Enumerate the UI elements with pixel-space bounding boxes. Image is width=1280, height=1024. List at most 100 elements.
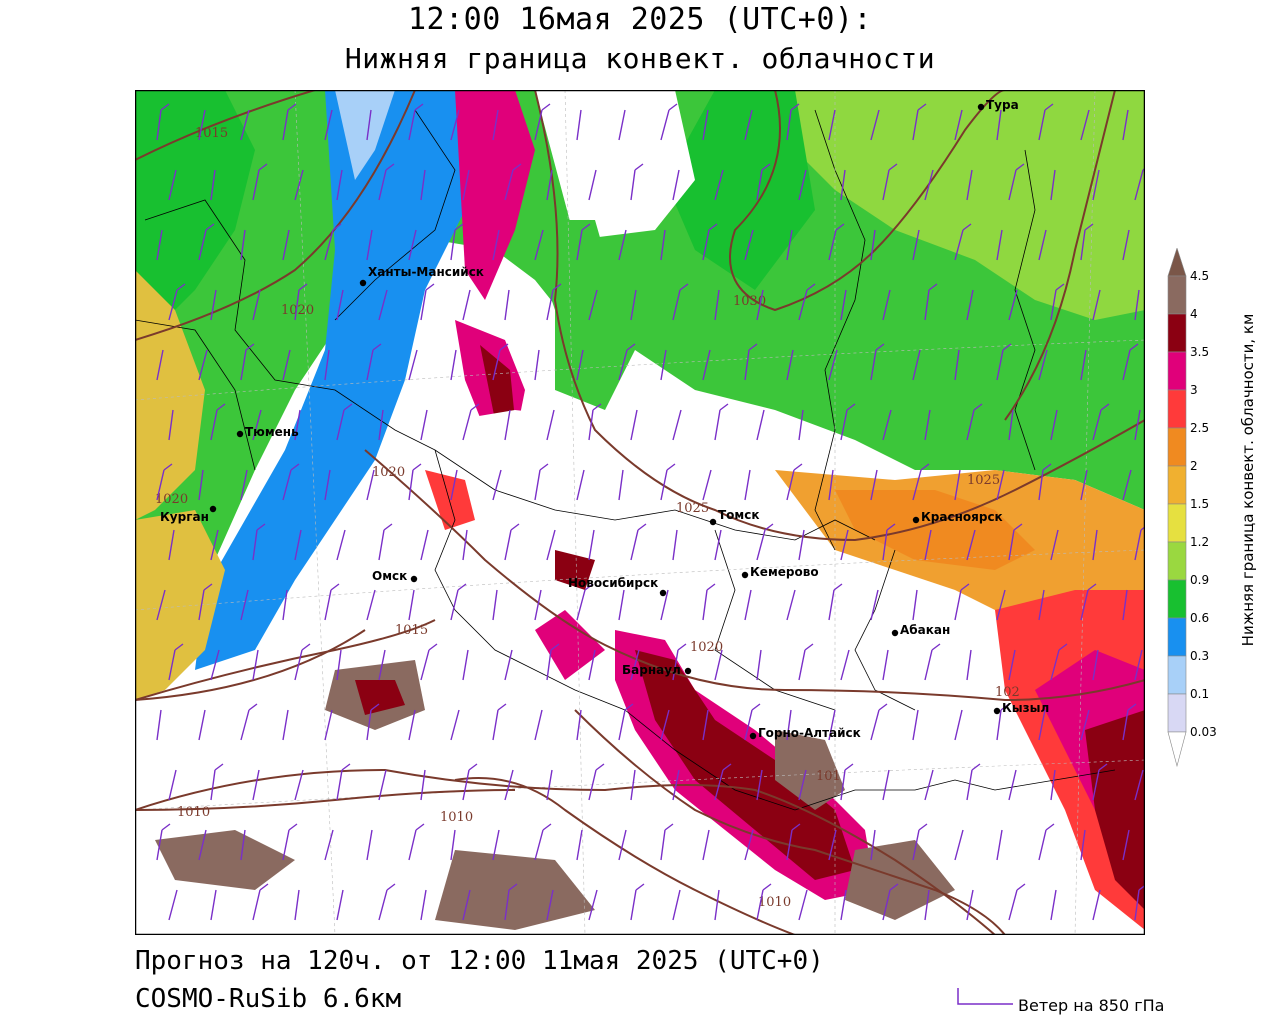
wind-barb <box>828 349 838 381</box>
wind-barb <box>660 823 674 861</box>
svg-text:Ханты-Мансийск: Ханты-Мансийск <box>368 265 484 279</box>
wind-barb <box>672 409 682 441</box>
wind-barb <box>996 829 1003 861</box>
legend-swatch <box>1167 503 1187 543</box>
legend-label: 1.5 <box>1190 497 1209 511</box>
color-legend: 4.5 4 3.5 3 2.5 2 1.5 1.2 0.9 0.6 0.3 0.1 0.03 <box>1167 248 1217 768</box>
wind-barb <box>366 703 380 741</box>
wind-barb <box>1092 649 1099 681</box>
isobar-label: 1020 <box>281 303 314 318</box>
wind-barb <box>324 109 333 141</box>
wind-barb <box>840 289 847 321</box>
wind-barb <box>798 529 805 561</box>
wind-barb <box>870 229 876 261</box>
wind-barb <box>198 709 206 741</box>
city-tomsk: Томск <box>709 508 760 526</box>
wind-barb <box>420 889 427 921</box>
wind-barb <box>282 463 300 501</box>
wind-barb <box>618 703 634 741</box>
wind-barb <box>786 103 800 141</box>
wind-barb <box>786 709 792 741</box>
wind-barb <box>378 649 386 681</box>
wind-barb <box>420 169 426 201</box>
wind-barb <box>1122 343 1139 381</box>
wind-barb <box>882 883 899 921</box>
wind-barb <box>294 643 311 681</box>
city-omsk: Омск <box>372 569 418 583</box>
wind-barb <box>168 283 186 321</box>
wind-barb <box>1092 403 1110 441</box>
wind-barb <box>336 289 344 321</box>
wind-barb <box>924 643 941 681</box>
wind-barb <box>954 829 964 861</box>
city-abakan: Абакан <box>891 623 950 637</box>
wind-barb <box>630 883 645 921</box>
wind-barb <box>714 403 729 441</box>
isobar-label: 1015 <box>195 126 228 141</box>
wind-barb <box>1050 643 1068 681</box>
wind-barb <box>336 403 353 441</box>
legend-swatch <box>1167 313 1187 353</box>
map-frame <box>135 90 1145 935</box>
wind-barb <box>672 283 689 321</box>
wind-barb <box>168 169 177 201</box>
wind-barb <box>786 349 794 381</box>
wind-barb <box>366 229 373 261</box>
wind-barb <box>336 763 351 801</box>
legend-swatch <box>1167 275 1187 315</box>
wind-barb <box>756 409 765 441</box>
legend-swatch <box>1167 465 1187 505</box>
wind-barb <box>870 343 885 381</box>
wind-barb <box>744 109 753 141</box>
city-kemerovo: Кемерово <box>741 565 819 579</box>
wind-barb <box>618 589 625 621</box>
wind-barb <box>240 229 246 261</box>
wind-barb <box>588 649 596 681</box>
wind-barb <box>462 169 470 201</box>
legend-label: 3.5 <box>1190 345 1209 359</box>
wind-barb <box>378 523 393 561</box>
wind-barb <box>168 529 175 561</box>
city-kurgan: Курган <box>160 505 217 524</box>
wind-barb <box>1008 289 1018 321</box>
wind-barb <box>618 109 626 141</box>
wind-barb <box>966 763 981 801</box>
wind-barb <box>702 109 709 141</box>
legend-label: 0.9 <box>1190 573 1209 587</box>
wind-barb <box>672 643 687 681</box>
wind-barb <box>546 769 553 801</box>
wind-barb <box>786 463 803 501</box>
wind-barb <box>1134 884 1145 921</box>
wind-barb <box>534 463 549 501</box>
wind-barb <box>1092 889 1101 921</box>
wind-barb <box>840 649 850 681</box>
isobar-label: 1020 <box>690 640 723 655</box>
wind-barb <box>324 223 342 261</box>
svg-text:Барнаул: Барнаул <box>622 663 681 677</box>
wind-barb <box>420 769 426 801</box>
wind-barb <box>1122 829 1130 861</box>
wind-barb <box>912 349 921 381</box>
isobar-label: 1010 <box>440 810 473 825</box>
wind-barb <box>546 283 562 321</box>
wind-barb <box>588 403 602 441</box>
wind-barb <box>294 769 304 801</box>
wind-barb <box>462 889 471 921</box>
wind-barb <box>924 769 934 801</box>
wind-barb <box>546 169 553 201</box>
wind-barb <box>828 223 845 261</box>
wind-barb <box>1080 109 1090 141</box>
wind-barb <box>450 223 464 261</box>
wind-barb <box>1008 649 1016 681</box>
wind-barb <box>672 889 681 921</box>
wind-barb <box>714 289 720 321</box>
wind-barb <box>588 289 598 321</box>
forecast-info: Прогноз на 120ч. от 12:00 11мая 2025 (UT… <box>135 946 824 976</box>
wind-barb <box>1038 463 1052 501</box>
wind-barb <box>420 409 428 441</box>
wind-barb <box>168 409 174 441</box>
wind-barb <box>966 169 973 201</box>
wind-barb <box>828 583 843 621</box>
wind-barb <box>156 709 162 741</box>
wind-barb <box>630 409 638 441</box>
